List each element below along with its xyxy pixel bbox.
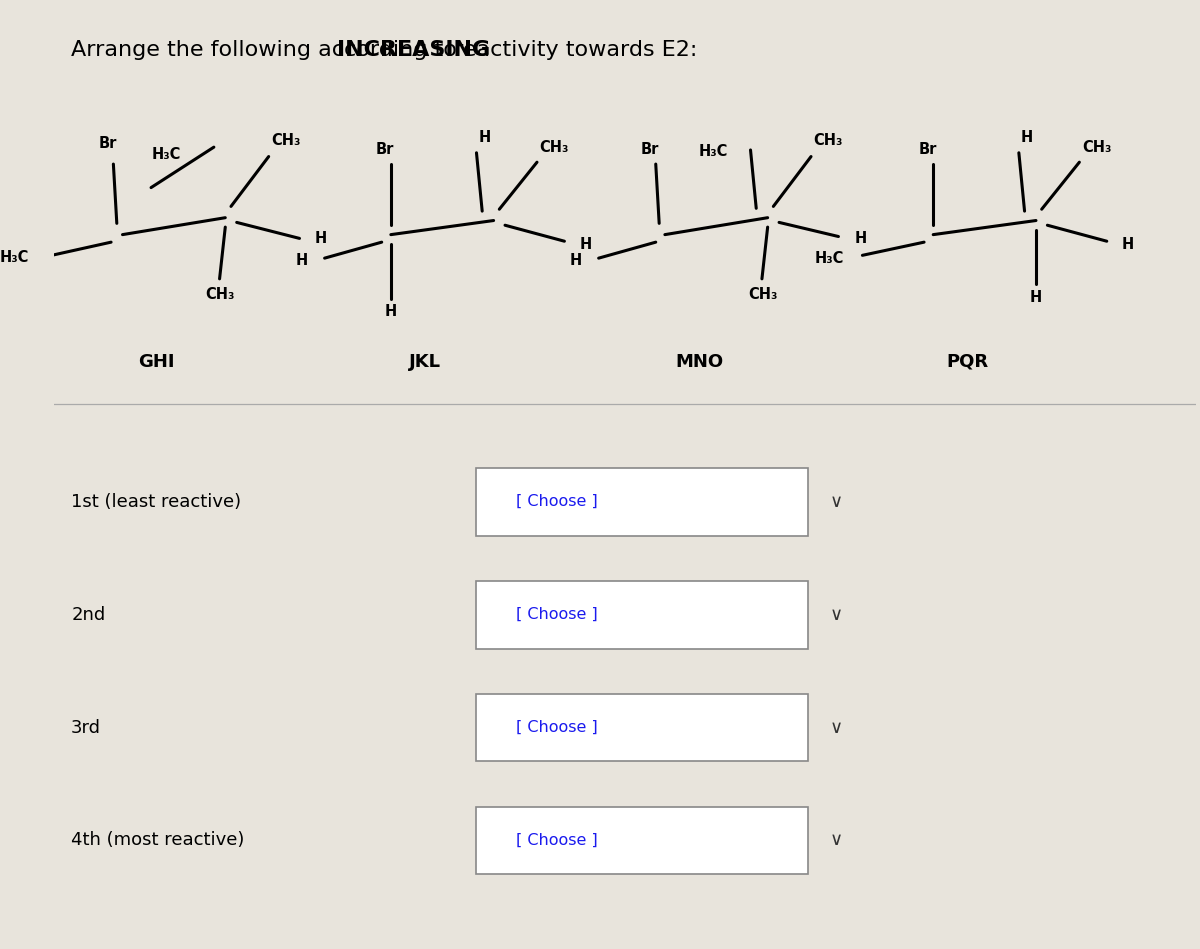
Text: H: H	[569, 253, 582, 269]
Text: CH₃: CH₃	[1082, 140, 1111, 155]
Text: CH₃: CH₃	[271, 133, 300, 148]
Text: GHI: GHI	[138, 353, 175, 371]
Text: H: H	[854, 231, 866, 246]
Text: 1st (least reactive): 1st (least reactive)	[71, 493, 241, 511]
Text: H: H	[314, 231, 326, 246]
Text: [ Choose ]: [ Choose ]	[516, 720, 598, 735]
Text: ∨: ∨	[829, 605, 842, 623]
Text: CH₃: CH₃	[814, 133, 842, 148]
Text: Br: Br	[641, 142, 659, 158]
Text: JKL: JKL	[409, 353, 442, 371]
Text: ∨: ∨	[829, 493, 842, 511]
FancyBboxPatch shape	[476, 468, 808, 535]
Text: Br: Br	[918, 142, 937, 158]
Text: [ Choose ]: [ Choose ]	[516, 607, 598, 623]
Text: H: H	[295, 253, 307, 269]
Text: INCREASING: INCREASING	[337, 40, 490, 60]
Text: Arrange the following according to: Arrange the following according to	[71, 40, 464, 60]
Text: 4th (most reactive): 4th (most reactive)	[71, 831, 245, 849]
Text: H: H	[1122, 236, 1134, 251]
FancyBboxPatch shape	[476, 581, 808, 648]
Text: Br: Br	[98, 136, 116, 151]
Text: ∨: ∨	[829, 831, 842, 849]
Text: H₃C: H₃C	[151, 147, 180, 162]
Text: H: H	[385, 305, 397, 319]
Text: H: H	[479, 130, 491, 145]
Text: H: H	[1030, 290, 1042, 306]
Text: MNO: MNO	[676, 353, 724, 371]
Text: 3rd: 3rd	[71, 718, 101, 736]
Text: PQR: PQR	[947, 353, 989, 371]
Text: H₃C: H₃C	[698, 144, 727, 159]
FancyBboxPatch shape	[476, 694, 808, 761]
Text: H₃C: H₃C	[0, 250, 29, 265]
Text: 2nd: 2nd	[71, 605, 106, 623]
FancyBboxPatch shape	[476, 807, 808, 874]
Text: reactivity towards E2:: reactivity towards E2:	[446, 40, 697, 60]
Text: CH₃: CH₃	[540, 140, 569, 155]
Text: CH₃: CH₃	[749, 288, 778, 303]
Text: [ Choose ]: [ Choose ]	[516, 833, 598, 847]
Text: CH₃: CH₃	[205, 288, 234, 303]
Text: H₃C: H₃C	[815, 251, 844, 266]
Text: H: H	[580, 236, 592, 251]
Text: [ Choose ]: [ Choose ]	[516, 494, 598, 510]
Text: Br: Br	[376, 142, 395, 158]
Text: ∨: ∨	[829, 718, 842, 736]
Text: H: H	[1021, 130, 1033, 145]
